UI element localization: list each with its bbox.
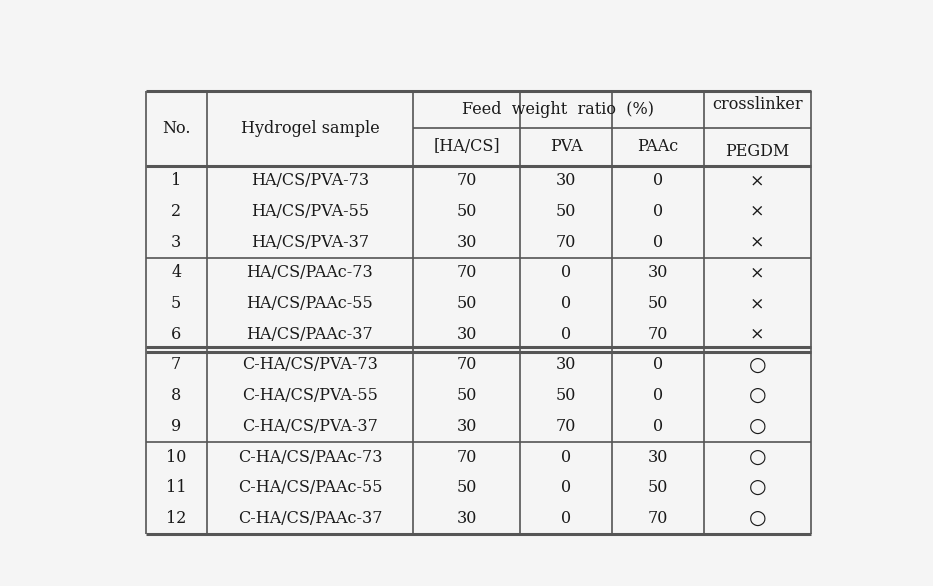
Text: 30: 30 xyxy=(456,510,477,527)
Text: 30: 30 xyxy=(456,418,477,435)
Text: C-HA/CS/PVA-55: C-HA/CS/PVA-55 xyxy=(242,387,378,404)
Text: 12: 12 xyxy=(166,510,187,527)
Text: ×: × xyxy=(750,172,764,189)
Text: 5: 5 xyxy=(171,295,181,312)
Text: PVA: PVA xyxy=(550,138,582,155)
Text: ○: ○ xyxy=(748,478,766,497)
Text: C-HA/CS/PAAc-55: C-HA/CS/PAAc-55 xyxy=(238,479,383,496)
Text: 7: 7 xyxy=(171,356,181,373)
Text: 50: 50 xyxy=(456,479,477,496)
Text: 70: 70 xyxy=(648,510,668,527)
Text: ○: ○ xyxy=(748,509,766,528)
Text: ○: ○ xyxy=(748,417,766,436)
Text: 50: 50 xyxy=(456,203,477,220)
Text: 10: 10 xyxy=(166,448,187,465)
Text: 0: 0 xyxy=(653,172,663,189)
Text: 70: 70 xyxy=(456,172,477,189)
Text: 0: 0 xyxy=(561,326,571,343)
Text: ×: × xyxy=(750,264,764,281)
Text: ×: × xyxy=(750,326,764,343)
Text: 50: 50 xyxy=(456,295,477,312)
Text: 0: 0 xyxy=(653,387,663,404)
Text: No.: No. xyxy=(162,120,190,137)
Text: 50: 50 xyxy=(648,295,668,312)
Text: HA/CS/PVA-55: HA/CS/PVA-55 xyxy=(251,203,369,220)
Text: 70: 70 xyxy=(556,234,577,251)
Text: ×: × xyxy=(750,203,764,220)
Text: 6: 6 xyxy=(171,326,181,343)
Text: 1: 1 xyxy=(171,172,181,189)
Text: 30: 30 xyxy=(648,448,668,465)
Text: 30: 30 xyxy=(456,326,477,343)
Text: 30: 30 xyxy=(556,356,577,373)
Text: ×: × xyxy=(750,234,764,251)
Text: 0: 0 xyxy=(561,448,571,465)
Text: ○: ○ xyxy=(748,448,766,466)
Text: HA/CS/PVA-73: HA/CS/PVA-73 xyxy=(251,172,369,189)
Text: 11: 11 xyxy=(166,479,187,496)
Text: C-HA/CS/PVA-37: C-HA/CS/PVA-37 xyxy=(242,418,378,435)
Text: 9: 9 xyxy=(171,418,181,435)
Text: HA/CS/PAAc-37: HA/CS/PAAc-37 xyxy=(246,326,373,343)
Text: 0: 0 xyxy=(561,510,571,527)
Text: Feed  weight  ratio  (%): Feed weight ratio (%) xyxy=(463,101,654,118)
Text: PAAc: PAAc xyxy=(637,138,678,155)
Text: ○: ○ xyxy=(748,386,766,405)
Text: 30: 30 xyxy=(648,264,668,281)
Text: 30: 30 xyxy=(456,234,477,251)
Text: ○: ○ xyxy=(748,356,766,374)
Text: 70: 70 xyxy=(456,448,477,465)
Text: C-HA/CS/PAAc-37: C-HA/CS/PAAc-37 xyxy=(238,510,383,527)
Text: 4: 4 xyxy=(171,264,181,281)
Text: 70: 70 xyxy=(648,326,668,343)
Text: C-HA/CS/PAAc-73: C-HA/CS/PAAc-73 xyxy=(238,448,383,465)
Text: 2: 2 xyxy=(171,203,181,220)
Text: Hydrogel sample: Hydrogel sample xyxy=(241,120,380,137)
Text: C-HA/CS/PVA-73: C-HA/CS/PVA-73 xyxy=(242,356,378,373)
Text: HA/CS/PVA-37: HA/CS/PVA-37 xyxy=(251,234,369,251)
Text: 0: 0 xyxy=(653,203,663,220)
Text: 8: 8 xyxy=(171,387,181,404)
Text: 0: 0 xyxy=(561,264,571,281)
Text: 0: 0 xyxy=(561,479,571,496)
Text: 0: 0 xyxy=(653,356,663,373)
Text: 50: 50 xyxy=(556,387,577,404)
Text: 50: 50 xyxy=(648,479,668,496)
Text: HA/CS/PAAc-73: HA/CS/PAAc-73 xyxy=(246,264,373,281)
Text: crosslinker: crosslinker xyxy=(712,96,802,113)
Text: 0: 0 xyxy=(653,418,663,435)
Text: ×: × xyxy=(750,295,764,312)
Text: 70: 70 xyxy=(456,356,477,373)
Text: 50: 50 xyxy=(456,387,477,404)
Text: 30: 30 xyxy=(556,172,577,189)
Text: 50: 50 xyxy=(556,203,577,220)
Text: 3: 3 xyxy=(171,234,181,251)
Text: HA/CS/PAAc-55: HA/CS/PAAc-55 xyxy=(246,295,373,312)
Text: PEGDM: PEGDM xyxy=(725,143,789,160)
Text: 0: 0 xyxy=(561,295,571,312)
Text: 70: 70 xyxy=(456,264,477,281)
Text: [HA/CS]: [HA/CS] xyxy=(434,138,500,155)
Text: 0: 0 xyxy=(653,234,663,251)
Text: 70: 70 xyxy=(556,418,577,435)
